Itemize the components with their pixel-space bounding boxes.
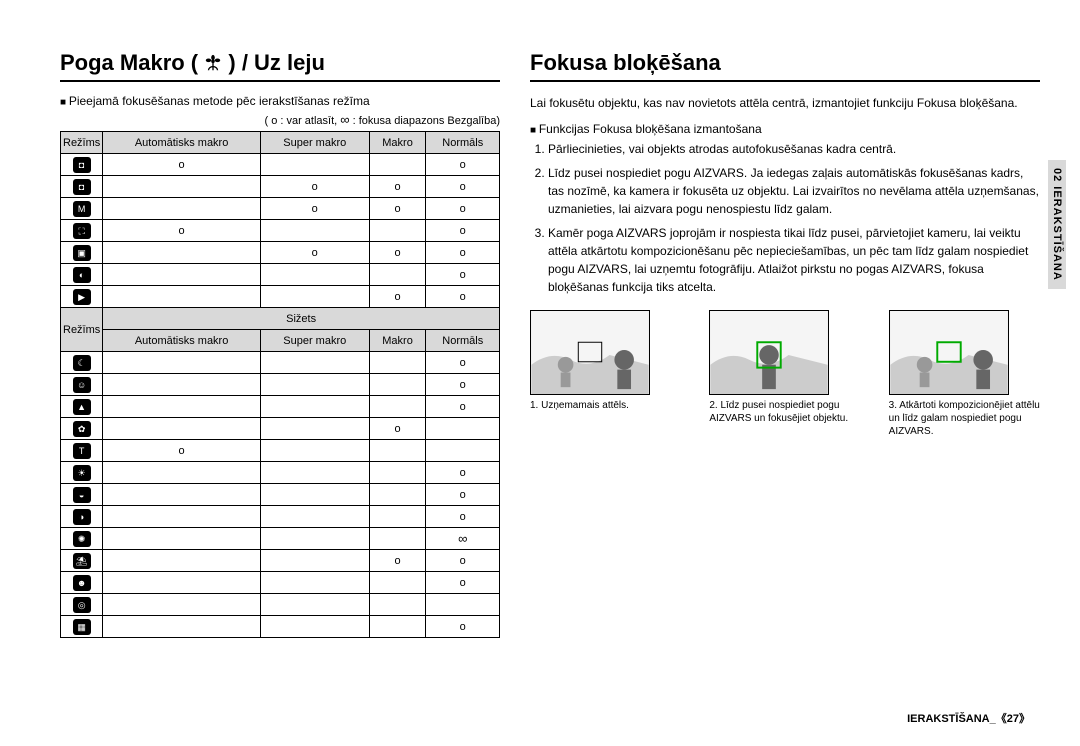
table-row: ☀o [61,462,500,484]
step-item: Līdz pusei nospiediet pogu AIZVARS. Ja i… [548,164,1040,218]
right-heading: Fokusa bloķēšana [530,50,1040,82]
table-row: ▣ooo [61,242,500,264]
table-row: ☻o [61,572,500,594]
table-row: ◘oo [61,154,500,176]
figure-2: ➔ 2. Līdz pusei nospiediet pogu AIZVARS … [709,310,860,438]
macro-flower-icon [204,54,222,72]
table-row: ✿o [61,418,500,440]
table-row: Mooo [61,198,500,220]
scene-closeup-icon: ✿ [73,421,91,437]
mode-dis-icon: ⛶ [73,223,91,239]
mode-night-icon: ◐ [73,267,91,283]
section-side-tab: 02 IERAKSTĪŠANA [1048,160,1066,289]
step-item: Pārliecinieties, vai objekts atrodas aut… [548,140,1040,158]
col-macro: Makro [369,132,426,154]
scene-backlight-icon: ◑ [73,509,91,525]
scene-beach-icon: ⛱ [73,553,91,569]
scene-night-icon: ☾ [73,355,91,371]
fig-caption: Līdz pusei nospiediet pogu AIZVARS un fo… [709,400,848,424]
scene-sunset-icon: ☀ [73,465,91,481]
right-column: Fokusa bloķēšana Lai fokusētu objektu, k… [530,50,1040,726]
fig-caption: Uzņemamais attēls. [541,400,629,411]
figure-3-image [889,310,1009,395]
table-row: ▦o [61,616,500,638]
mode-movie-icon: ▶ [73,289,91,305]
table-row: ✺∞ [61,528,500,550]
focus-mode-table-1: Režīms Automātisks makro Super makro Mak… [60,131,500,638]
scene-landscape-icon: ▲ [73,399,91,415]
heading-prefix: Poga Makro ( [60,50,204,75]
heading-suffix: ) / Uz leju [228,50,325,75]
figure-1: ➔ 1. Uzņemamais attēls. [530,310,681,438]
steps-list: Pārliecinieties, vai objekts atrodas aut… [530,140,1040,296]
col-mode: Režīms [61,132,103,154]
scene-text-icon: T [73,443,91,459]
scene-portrait-icon: ☺ [73,377,91,393]
table-header-row: Režīms Automātisks makro Super makro Mak… [61,132,500,154]
scene-spanning-header: Sižets [103,308,500,330]
table-row: ⛶oo [61,220,500,242]
footer-page-number: 《27》 [996,713,1030,725]
table-note: ( o : var atlasīt, ∞ : fokusa diapazons … [60,112,500,127]
scene-fireworks-icon: ✺ [73,531,91,547]
mode-program-icon: ◘ [73,179,91,195]
mode-m-icon: M [73,201,91,217]
scene-cafe-icon: ▦ [73,619,91,635]
table-row: ◐o [61,264,500,286]
left-column: Poga Makro ( ) / Uz leju Pieejamā fokusē… [60,50,500,726]
intro-text: Lai fokusētu objektu, kas nav novietots … [530,94,1040,112]
scene-dawn-icon: ◒ [73,487,91,503]
figure-3: 3. Atkārtoti kompozicionējiet attēlu un … [889,310,1040,438]
mode-auto-icon: ◘ [73,157,91,173]
table-row: To [61,440,500,462]
figure-1-image: ➔ [530,310,650,395]
col-super-macro: Super makro [260,132,369,154]
table-row: ◎ [61,594,500,616]
col-auto-macro: Automātisks makro [103,132,261,154]
table2-span-row: Režīms Sižets [61,308,500,330]
table-row: ⛱oo [61,550,500,572]
page-footer: IERAKSTĪŠANA_《27》 [907,710,1030,726]
figure-row: ➔ 1. Uzņemamais attēls. ➔ 2. Līdz pusei … [530,310,1040,438]
left-heading: Poga Makro ( ) / Uz leju [60,50,500,82]
table-row: ◒o [61,484,500,506]
footer-label: IERAKSTĪŠANA_ [907,713,996,725]
infinity-icon: ∞ [340,112,349,127]
scene-food-icon: ◎ [73,597,91,613]
fig-label: 1. [530,400,538,411]
table-row: ▲o [61,396,500,418]
table-row: ◘ooo [61,176,500,198]
figure-2-image: ➔ [709,310,829,395]
table2-header-row: Automātisks makro Super makro Makro Norm… [61,330,500,352]
col-normal: Normāls [426,132,500,154]
manual-page: Poga Makro ( ) / Uz leju Pieejamā fokusē… [0,0,1080,746]
right-subheading: Funkcijas Fokusa bloķēšana izmantošana [530,122,1040,136]
table-row: ☾o [61,352,500,374]
table-row: ◑o [61,506,500,528]
table-row: ☺o [61,374,500,396]
table-row: ▶oo [61,286,500,308]
scene-self-icon: ☻ [73,575,91,591]
fig-label: 3. [889,400,897,411]
fig-caption: Atkārtoti kompozicionējiet attēlu un līd… [889,400,1040,437]
step-item: Kamēr poga AIZVARS joprojām ir nospiesta… [548,224,1040,296]
mode-scene-icon: ▣ [73,245,91,261]
left-subheading: Pieejamā fokusēšanas metode pēc ierakstī… [60,94,500,108]
fig-label: 2. [709,400,717,411]
